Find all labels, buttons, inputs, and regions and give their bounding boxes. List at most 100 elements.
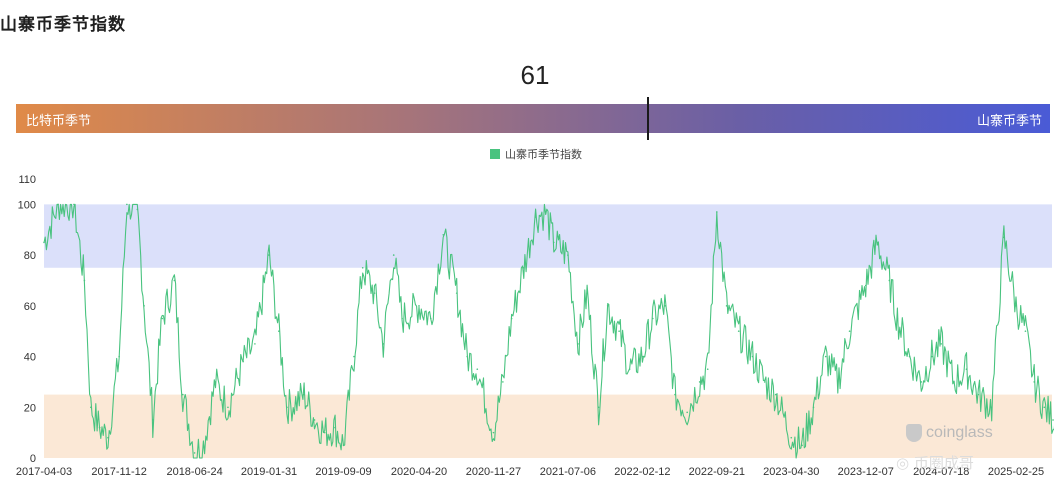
data-point <box>1015 305 1017 307</box>
season-gradient-bar: 比特币季节 山寨币季节 <box>16 104 1050 133</box>
data-point <box>686 411 688 414</box>
altcoin-season-label: 山寨币季节 <box>976 114 1042 129</box>
data-point <box>268 254 270 256</box>
y-tick-label: 0 <box>30 453 36 465</box>
data-point <box>606 305 609 307</box>
data-point <box>214 381 217 383</box>
data-point <box>522 266 525 269</box>
data-point <box>1052 419 1054 421</box>
data-point <box>1043 406 1046 409</box>
data-point <box>848 330 851 332</box>
data-point <box>342 444 345 447</box>
data-point <box>737 330 740 332</box>
data-point <box>1003 236 1005 239</box>
y-tick-label: 100 <box>18 199 36 211</box>
data-point <box>382 343 385 345</box>
x-tick-label: 2017-04-03 <box>16 466 72 478</box>
x-tick-label: 2021-07-06 <box>540 466 596 478</box>
data-point <box>652 317 654 320</box>
data-point <box>98 426 101 429</box>
data-point <box>930 355 933 358</box>
data-point <box>664 305 666 307</box>
data-point <box>136 208 139 211</box>
series-line-altcoin-index <box>43 203 1054 459</box>
data-point <box>940 343 943 345</box>
current-index-value: 61 <box>520 60 550 90</box>
data-point <box>763 381 766 383</box>
data-point <box>173 279 176 282</box>
x-tick-label: 2019-01-31 <box>241 466 297 478</box>
data-point <box>908 355 911 358</box>
data-point <box>1024 330 1027 332</box>
chart-title: 山寨币季节指数 <box>0 15 126 35</box>
data-point <box>597 406 600 409</box>
data-point <box>510 317 513 320</box>
data-point <box>313 419 316 421</box>
data-point <box>227 406 229 409</box>
data-point <box>442 234 445 236</box>
data-point <box>674 393 676 396</box>
y-tick-label: 60 <box>24 301 36 313</box>
data-point <box>725 305 728 307</box>
x-tick-label: 2019-09-09 <box>315 466 371 478</box>
x-tick-label: 2022-09-21 <box>689 466 745 478</box>
x-tick-label: 2020-04-20 <box>391 466 447 478</box>
data-point <box>323 431 326 434</box>
chart-legend[interactable]: 山寨币季节指数 <box>490 146 582 162</box>
y-tick-label: 20 <box>24 402 36 414</box>
x-tick-label: 2024-07-18 <box>913 466 969 478</box>
data-point <box>303 393 305 396</box>
data-point <box>864 284 867 287</box>
data-point <box>286 406 288 409</box>
x-tick-label: 2023-04-30 <box>763 466 819 478</box>
x-tick-label: 2018-06-24 <box>166 466 222 478</box>
data-point <box>628 368 631 371</box>
data-point <box>455 292 458 294</box>
legend-swatch <box>490 149 500 159</box>
y-tick-label: 110 <box>18 174 36 186</box>
data-point <box>254 343 256 345</box>
x-tick-label: 2023-12-07 <box>838 466 894 478</box>
data-point <box>1033 381 1035 383</box>
data-point <box>824 355 827 358</box>
data-point <box>534 216 537 218</box>
data-point <box>161 317 164 320</box>
data-point <box>118 355 120 358</box>
data-point <box>888 279 891 282</box>
data-point <box>751 355 754 358</box>
data-point <box>126 203 128 206</box>
data-point <box>567 254 569 256</box>
legend-label: 山寨币季节指数 <box>505 148 582 161</box>
data-point <box>401 317 403 320</box>
data-point <box>107 436 109 439</box>
coinglass-logo-icon <box>906 424 922 442</box>
data-point <box>418 305 420 307</box>
data-point <box>73 203 75 206</box>
data-point <box>278 330 280 332</box>
data-point <box>641 355 644 358</box>
bitcoin-season-band <box>44 394 1052 458</box>
data-point <box>476 368 479 371</box>
x-tick-label: 2020-11-27 <box>466 466 521 478</box>
data-point <box>392 254 395 256</box>
data-point <box>977 393 980 396</box>
data-point <box>812 406 815 409</box>
y-tick-label: 40 <box>24 352 36 364</box>
watermark-text: coinglass <box>926 424 993 441</box>
data-point <box>466 355 468 358</box>
x-tick-label: 2017-11-12 <box>91 466 146 478</box>
data-point <box>294 401 297 403</box>
data-point <box>698 381 701 383</box>
data-point <box>801 444 803 447</box>
data-point <box>577 343 579 345</box>
current-value-marker <box>646 97 649 140</box>
bitcoin-season-label: 比特币季节 <box>26 114 92 129</box>
data-point <box>876 241 878 244</box>
data-point <box>43 241 45 244</box>
data-point <box>706 368 709 371</box>
data-point <box>143 305 145 307</box>
data-point <box>361 266 364 269</box>
data-point <box>965 368 968 371</box>
altcoin-season-line-chart: 0 20 40 60 80 100 110 2017-04-03 2017-11-12 2018-… <box>16 174 1054 478</box>
author-signature: ◎ 币圈成哥 <box>896 454 974 472</box>
